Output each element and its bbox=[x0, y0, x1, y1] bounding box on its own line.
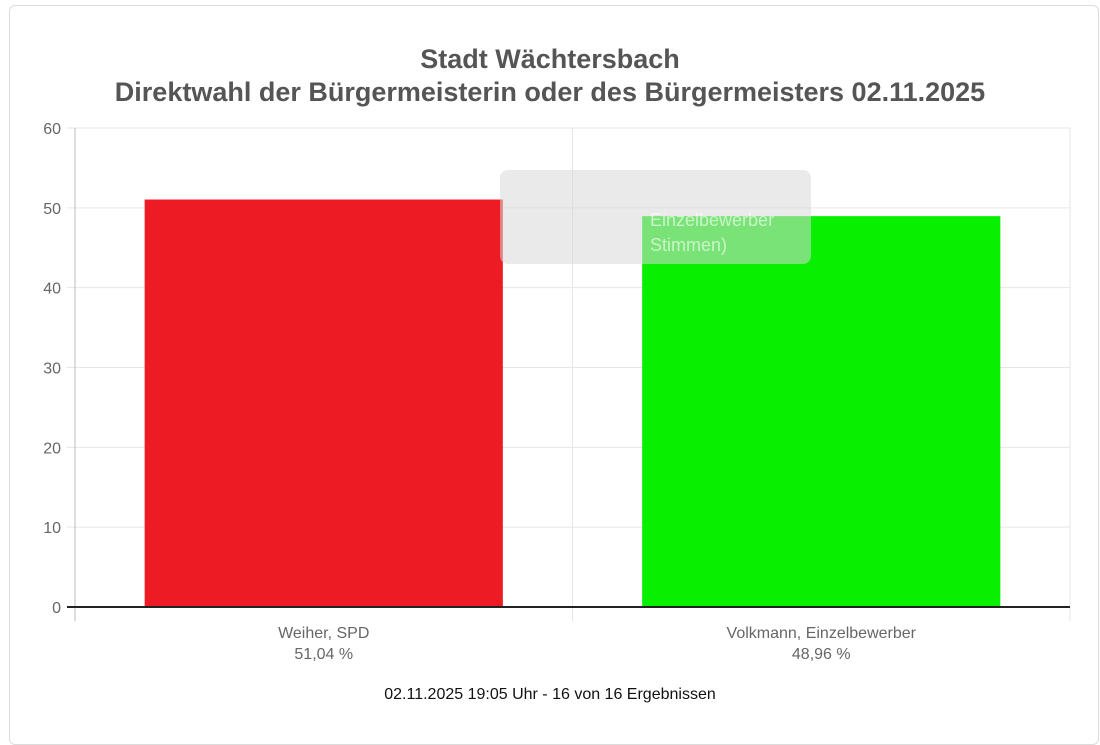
bar-2 bbox=[642, 216, 1001, 608]
chart-subtitle: Direktwahl der Bürgermeisterin oder des … bbox=[114, 77, 986, 107]
category-label: Volkmann, Einzelbewerber bbox=[727, 625, 917, 642]
tooltip-text: Stimmen) bbox=[650, 235, 727, 255]
y-tick-label: 60 bbox=[43, 121, 61, 138]
y-tick-label: 0 bbox=[52, 600, 61, 617]
tooltip-text: Einzelbewerber bbox=[650, 210, 774, 230]
y-tick-label: 10 bbox=[43, 520, 61, 537]
chart-title: Stadt Wächtersbach bbox=[420, 44, 680, 74]
results-status: 02.11.2025 19:05 Uhr - 16 von 16 Ergebni… bbox=[384, 686, 716, 703]
y-tick-label: 20 bbox=[43, 440, 61, 457]
category-label: Weiher, SPD bbox=[278, 625, 369, 642]
category-percent-label: 51,04 % bbox=[294, 646, 353, 663]
category-percent-label: 48,96 % bbox=[792, 646, 851, 663]
y-tick-label: 50 bbox=[43, 201, 61, 218]
y-tick-label: 40 bbox=[43, 281, 61, 298]
bar-1 bbox=[144, 199, 503, 607]
tooltip-box bbox=[500, 170, 811, 264]
y-tick-label: 30 bbox=[43, 361, 61, 378]
chart-title-block: Stadt Wächtersbach Direktwahl der Bürger… bbox=[0, 43, 1100, 110]
